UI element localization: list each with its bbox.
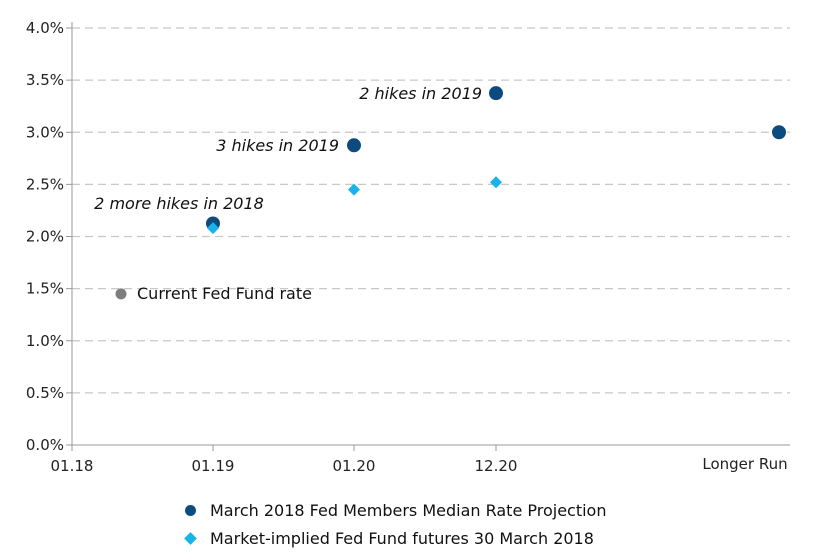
market-futures-point	[490, 176, 502, 189]
legend-label-fed-projection: March 2018 Fed Members Median Rate Proje…	[210, 500, 607, 520]
annotation-label: 3 hikes in 2019	[216, 136, 339, 155]
axes	[66, 22, 790, 451]
data-points	[115, 86, 786, 300]
x-tick-label: 01.19	[192, 457, 235, 475]
y-tick-label: 2.5%	[26, 175, 64, 193]
legend: March 2018 Fed Members Median Rate Proje…	[184, 496, 606, 552]
x-tick-label: 12.20	[475, 457, 518, 475]
legend-diamond-marker	[184, 531, 197, 545]
y-tick-labels: 0.0% 0.5% 1.0% 1.5% 2.0% 2.5% 3.0% 3.5% 4.0%	[26, 19, 64, 454]
annotation-label: 2 hikes in 2019	[359, 84, 482, 103]
y-tick-label: 3.0%	[26, 123, 64, 141]
x-tick-label: 01.20	[333, 457, 376, 475]
x-tick-label: 01.18	[51, 457, 94, 475]
legend-item-fed-projection: March 2018 Fed Members Median Rate Proje…	[185, 496, 606, 524]
x-tick-label: Longer Run	[702, 455, 787, 473]
y-tick-label: 1.5%	[26, 280, 64, 298]
fed-projection-point	[489, 86, 503, 101]
y-tick-label: 3.5%	[26, 71, 64, 89]
market-futures-point	[348, 183, 360, 196]
current-rate-point	[115, 288, 127, 300]
fed-projection-point	[347, 138, 361, 153]
annotation-label: 2 more hikes in 2018	[94, 194, 264, 213]
y-tick-label: 4.0%	[26, 19, 64, 37]
legend-circle-marker	[185, 504, 196, 516]
y-tick-label: 0.5%	[26, 384, 64, 402]
annotations: Current Fed Fund rate 2 more hikes in 201…	[94, 84, 482, 303]
x-tick-labels: 01.18 01.19 01.20 12.20 Longer Run	[51, 455, 788, 475]
fed-projection-point	[772, 125, 786, 140]
current-rate-label: Current Fed Fund rate	[137, 284, 312, 303]
legend-label-market-futures: Market-implied Fed Fund futures 30 March…	[210, 528, 594, 548]
y-tick-label: 1.0%	[26, 332, 64, 350]
grid-lines	[72, 27, 790, 394]
y-tick-label: 2.0%	[26, 228, 64, 246]
market-futures-point	[207, 222, 219, 235]
legend-item-market-futures: Market-implied Fed Fund futures 30 March…	[184, 524, 606, 552]
y-tick-label: 0.0%	[26, 436, 64, 454]
